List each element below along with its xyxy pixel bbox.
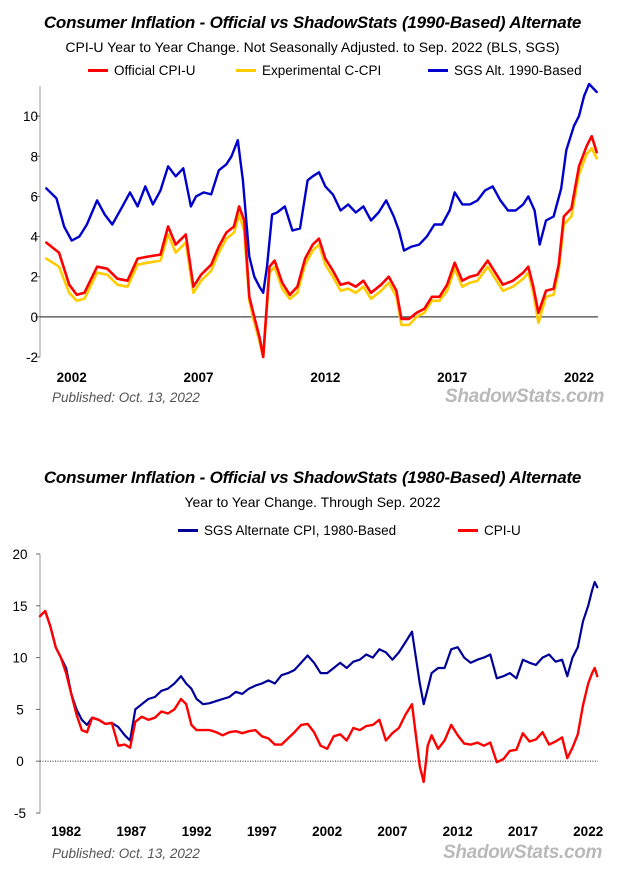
chart-subtitle: CPI-U Year to Year Change. Not Seasonall… — [65, 39, 560, 55]
legend-label: Official CPI-U — [114, 63, 196, 78]
legend-item-experimental-c-cpi: Experimental C-CPI — [236, 63, 381, 78]
x-tick-label: 2007 — [377, 824, 407, 839]
x-tick-label: 2012 — [443, 824, 473, 839]
legend-swatch — [428, 69, 448, 72]
y-tick-label: 0 — [16, 754, 24, 769]
series-line-cpi-u — [38, 609, 599, 784]
legend-label: CPI-U — [484, 523, 521, 538]
legend-item-cpi-u: CPI-U — [458, 523, 521, 538]
y-tick-label: 20 — [12, 547, 27, 562]
watermark: ShadowStats.com — [443, 842, 603, 863]
x-tick-label: 2012 — [310, 370, 340, 385]
y-tick-label: 4 — [30, 230, 38, 245]
published-date: Published: Oct. 13, 2022 — [52, 846, 200, 861]
x-tick-label: 2002 — [57, 370, 87, 385]
legend-item-sgs-alt-1990: SGS Alt. 1990-Based — [428, 63, 582, 78]
legend-swatch — [236, 69, 256, 72]
legend-label: Experimental C-CPI — [262, 63, 382, 78]
plot-area: -5 0 5 10 15 20 1982 1987 1992 1997 2002 2007 2012 20… — [12, 547, 603, 839]
chart-1990-based: Consumer Inflation - Official vs ShadowS… — [0, 0, 625, 430]
y-tick-label: 15 — [12, 599, 27, 614]
series-line-sgs-alternate-cpi-1980-based — [38, 580, 599, 742]
y-tick-label: 6 — [30, 189, 38, 204]
legend-item-sgs-alt-1980: SGS Alternate CPI, 1980-Based — [178, 523, 396, 538]
y-tick-label: 8 — [30, 149, 38, 164]
y-tick-label: 5 — [16, 702, 24, 717]
x-tick-label: 2022 — [573, 824, 603, 839]
x-tick-label: 1992 — [182, 824, 212, 839]
legend-swatch — [88, 69, 108, 72]
y-tick-label: -5 — [14, 806, 26, 821]
x-tick-label: 1987 — [116, 824, 146, 839]
x-tick-label: 2017 — [508, 824, 538, 839]
x-tick-label: 1982 — [51, 824, 81, 839]
chart-1980-based: Consumer Inflation - Official vs ShadowS… — [0, 452, 625, 873]
y-tick-label: 0 — [30, 310, 38, 325]
y-tick-label: -2 — [26, 350, 38, 365]
legend-swatch — [458, 529, 478, 532]
x-tick-label: 2002 — [312, 824, 342, 839]
chart-title: Consumer Inflation - Official vs ShadowS… — [43, 13, 582, 32]
x-tick-label: 1997 — [247, 824, 277, 839]
watermark: ShadowStats.com — [445, 386, 605, 407]
x-tick-label: 2022 — [564, 370, 594, 385]
series-line-official-cpi-u — [45, 134, 598, 359]
x-tick-label: 2007 — [183, 370, 213, 385]
legend-item-official-cpi-u: Official CPI-U — [88, 63, 196, 78]
legend-label: SGS Alt. 1990-Based — [454, 63, 582, 78]
chart-subtitle: Year to Year Change. Through Sep. 2022 — [184, 494, 441, 510]
x-tick-label: 2017 — [437, 370, 467, 385]
y-tick-label: 2 — [30, 270, 38, 285]
chart-title: Consumer Inflation - Official vs ShadowS… — [43, 468, 582, 487]
plot-area: -2 0 2 4 6 8 10 2002 2007 2012 2017 2022 — [23, 82, 598, 385]
series-line-sgs-alt-1990-based — [45, 82, 598, 294]
legend-swatch — [178, 529, 198, 532]
published-date: Published: Oct. 13, 2022 — [52, 390, 200, 405]
y-tick-label: 10 — [12, 651, 27, 666]
legend-label: SGS Alternate CPI, 1980-Based — [204, 523, 397, 538]
y-tick-label: 10 — [23, 109, 38, 124]
series-line-experimental-c-cpi — [45, 146, 598, 359]
